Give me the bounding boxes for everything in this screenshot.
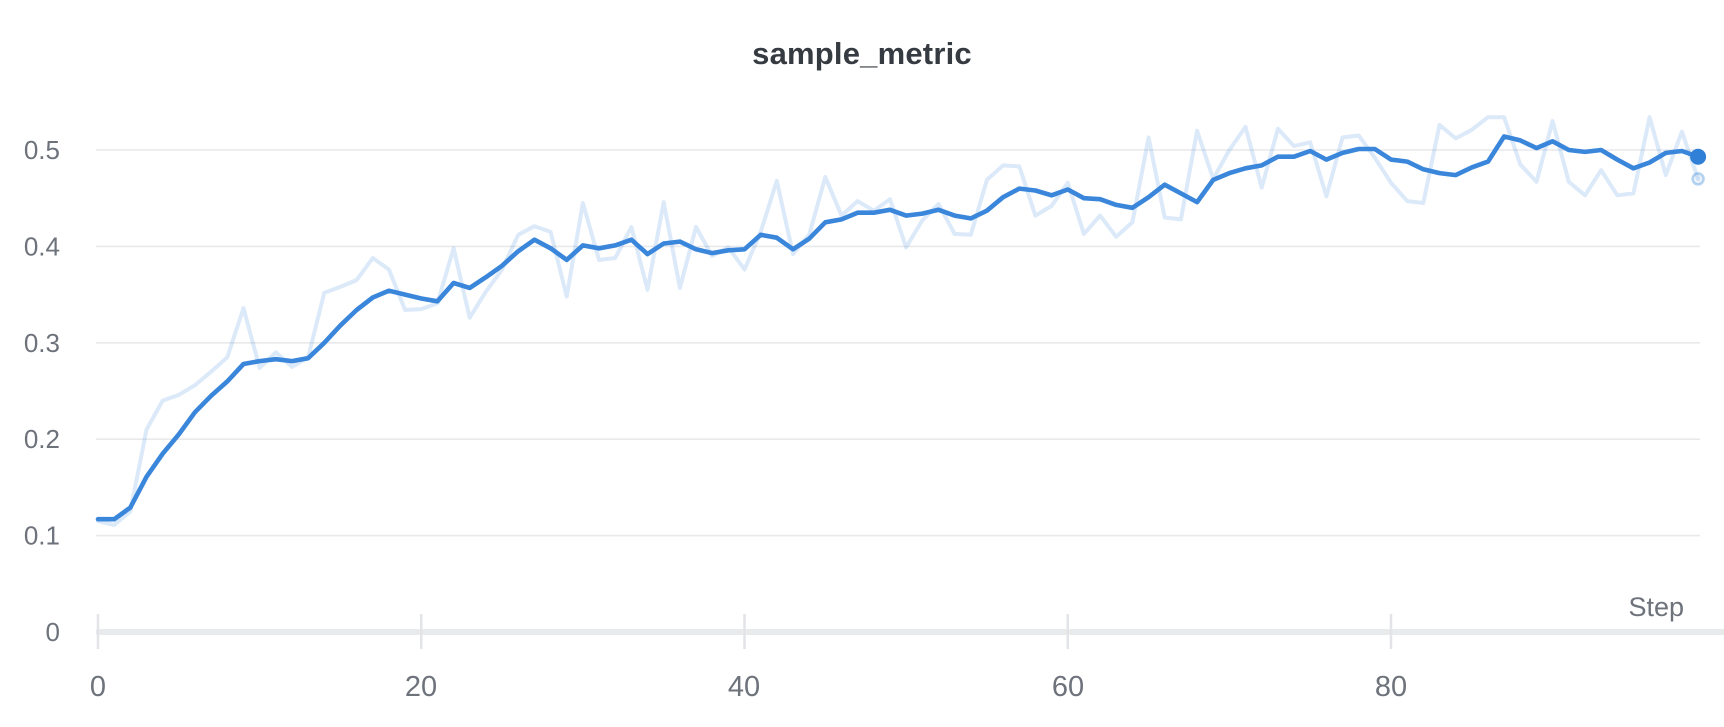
- smoothed-endpoint-dot[interactable]: [1690, 148, 1707, 165]
- smoothed-series-line[interactable]: [95, 134, 1701, 522]
- y-tick-label: 0.1: [24, 521, 60, 551]
- y-tick-label: 0.5: [24, 135, 60, 165]
- y-tick-label: 0.2: [24, 424, 60, 454]
- y-tick-label: 0.3: [24, 328, 60, 358]
- x-tick-label: 20: [405, 671, 437, 703]
- y-tick-label: 0: [46, 617, 60, 647]
- series-layer[interactable]: [95, 115, 1707, 527]
- raw-endpoint-dot[interactable]: [1691, 172, 1705, 186]
- x-tick-label: 40: [728, 671, 760, 703]
- raw-series-line[interactable]: [96, 115, 1701, 527]
- chart-title: sample_metric: [752, 36, 972, 71]
- x-tick-label: 0: [90, 671, 106, 703]
- x-tick-label: 80: [1375, 671, 1407, 703]
- y-tick-label: 0.4: [24, 231, 60, 261]
- x-axis-tick: [743, 614, 746, 649]
- x-axis-title: Step: [1628, 592, 1684, 622]
- x-axis-tick: [1389, 614, 1393, 649]
- grid-layer: [96, 149, 1700, 537]
- x-axis-tick: [1066, 614, 1069, 649]
- x-axis-line: [96, 629, 1724, 635]
- x-axis-tick: [96, 614, 100, 649]
- x-axis: [96, 614, 1724, 649]
- x-axis-tick: [420, 614, 423, 649]
- x-tick-label: 60: [1052, 671, 1084, 703]
